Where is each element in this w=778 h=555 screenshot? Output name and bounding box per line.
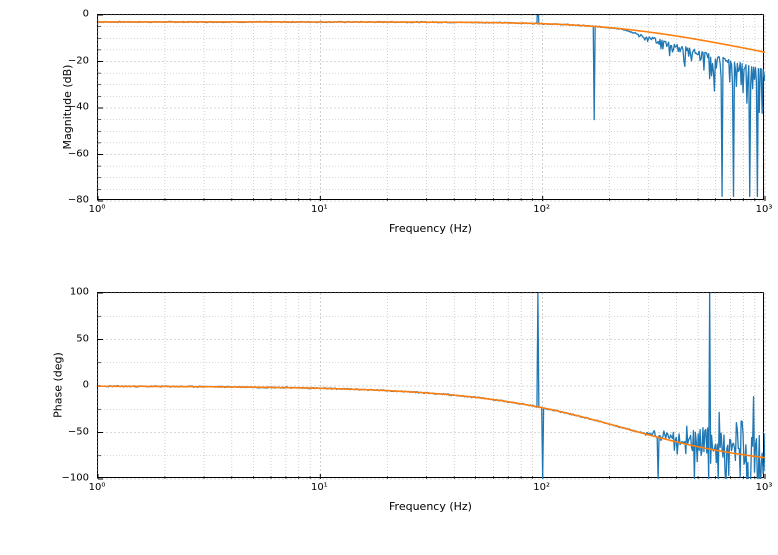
x-tick-label: 10³ <box>756 204 773 215</box>
y-tick-label: −60 <box>68 148 89 159</box>
x-tick-label: 10² <box>533 482 550 493</box>
grid <box>98 15 765 201</box>
y-tick-label: −80 <box>68 195 89 206</box>
x-axis-label: Frequency (Hz) <box>389 222 472 235</box>
x-tick-label: 10⁰ <box>89 482 106 493</box>
axes-top <box>97 14 764 200</box>
x-tick-label: 10² <box>533 204 550 215</box>
x-tick-label: 10³ <box>756 482 773 493</box>
y-tick-label: −100 <box>62 473 89 484</box>
y-tick-label: 0 <box>83 380 89 391</box>
series-measured <box>98 293 765 506</box>
y-tick-label: −50 <box>68 426 89 437</box>
x-tick-label: 10⁰ <box>89 204 106 215</box>
series-model <box>98 386 765 457</box>
y-tick-label: 100 <box>70 287 89 298</box>
x-tick-label: 10¹ <box>311 204 328 215</box>
axes-bottom <box>97 292 764 478</box>
y-tick-label: 50 <box>76 333 89 344</box>
x-axis-label: Frequency (Hz) <box>389 500 472 513</box>
y-axis-label: Magnitude (dB) <box>61 65 74 150</box>
figure: 10⁰10¹10²10³−80−60−40−200Frequency (Hz)M… <box>0 0 778 555</box>
series-measured <box>98 0 765 196</box>
x-tick-label: 10¹ <box>311 482 328 493</box>
y-axis-label: Phase (deg) <box>51 352 64 418</box>
y-tick-label: 0 <box>83 9 89 20</box>
